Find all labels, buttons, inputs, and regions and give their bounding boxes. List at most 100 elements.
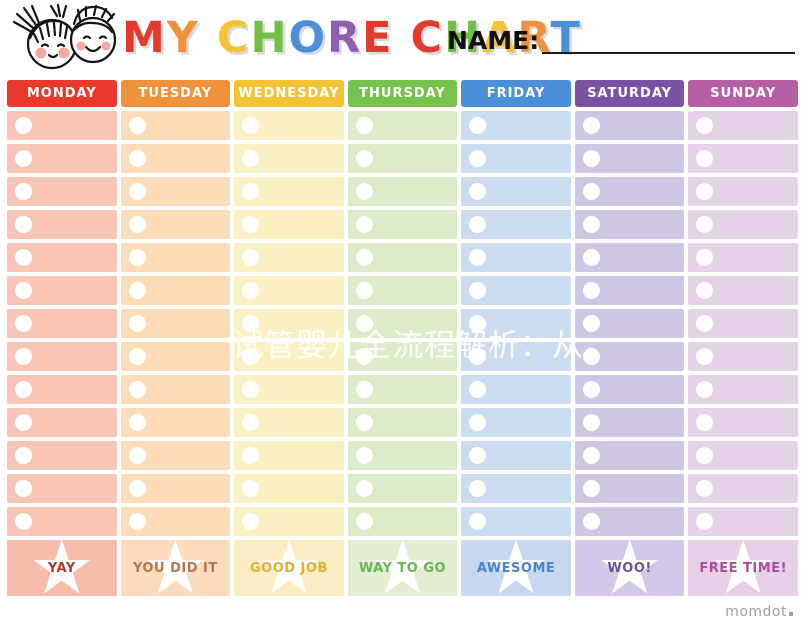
- brand-dot-icon: [789, 612, 793, 616]
- chore-checkbox-circle[interactable]: [15, 414, 32, 431]
- chore-checkbox-circle[interactable]: [469, 183, 487, 200]
- chore-checkbox-circle[interactable]: [15, 381, 32, 398]
- chore-checkbox-circle[interactable]: [469, 282, 487, 299]
- chore-cell-thursday-row2: [347, 144, 458, 173]
- chore-checkbox-circle[interactable]: [469, 150, 487, 167]
- chore-checkbox-circle[interactable]: [469, 348, 487, 365]
- chore-checkbox-circle[interactable]: [355, 414, 373, 431]
- chore-checkbox-circle[interactable]: [696, 282, 714, 299]
- chore-checkbox-circle[interactable]: [128, 480, 146, 497]
- chore-checkbox-circle[interactable]: [355, 183, 373, 200]
- chore-checkbox-circle[interactable]: [582, 348, 600, 365]
- chore-checkbox-circle[interactable]: [582, 414, 600, 431]
- chore-checkbox-circle[interactable]: [696, 513, 714, 530]
- name-input-line[interactable]: [542, 30, 795, 54]
- chore-checkbox-circle[interactable]: [15, 117, 32, 134]
- chore-checkbox-circle[interactable]: [242, 117, 260, 134]
- chore-checkbox-circle[interactable]: [582, 513, 600, 530]
- reward-cell-sunday: ★ FREE TIME!: [688, 540, 798, 596]
- chore-checkbox-circle[interactable]: [15, 282, 32, 299]
- chore-checkbox-circle[interactable]: [128, 414, 146, 431]
- chore-checkbox-circle[interactable]: [469, 480, 487, 497]
- chore-checkbox-circle[interactable]: [128, 183, 146, 200]
- chore-checkbox-circle[interactable]: [582, 381, 600, 398]
- chore-checkbox-circle[interactable]: [242, 447, 260, 464]
- chore-checkbox-circle[interactable]: [128, 513, 146, 530]
- chore-checkbox-circle[interactable]: [242, 183, 260, 200]
- reward-label: AWESOME: [476, 560, 556, 576]
- chore-checkbox-circle[interactable]: [355, 480, 373, 497]
- chore-checkbox-circle[interactable]: [128, 381, 146, 398]
- chore-checkbox-circle[interactable]: [469, 117, 487, 134]
- chore-checkbox-circle[interactable]: [242, 414, 260, 431]
- chore-checkbox-circle[interactable]: [582, 480, 600, 497]
- chore-checkbox-circle[interactable]: [242, 348, 260, 365]
- chore-checkbox-circle[interactable]: [15, 513, 32, 530]
- chore-checkbox-circle[interactable]: [696, 216, 714, 233]
- chore-checkbox-circle[interactable]: [469, 381, 487, 398]
- chore-checkbox-circle[interactable]: [696, 249, 714, 266]
- chore-checkbox-circle[interactable]: [242, 216, 260, 233]
- chore-checkbox-circle[interactable]: [582, 282, 600, 299]
- day-header-wednesday: WEDNESDAY: [234, 80, 344, 107]
- chore-checkbox-circle[interactable]: [128, 315, 146, 332]
- chore-checkbox-circle[interactable]: [696, 183, 714, 200]
- chore-checkbox-circle[interactable]: [582, 183, 600, 200]
- chore-checkbox-circle[interactable]: [469, 513, 487, 530]
- chore-checkbox-circle[interactable]: [469, 315, 487, 332]
- chore-checkbox-circle[interactable]: [355, 216, 373, 233]
- chore-checkbox-circle[interactable]: [469, 447, 487, 464]
- chore-checkbox-circle[interactable]: [582, 249, 600, 266]
- chore-checkbox-circle[interactable]: [15, 249, 32, 266]
- chore-checkbox-circle[interactable]: [696, 348, 714, 365]
- chore-checkbox-circle[interactable]: [15, 315, 32, 332]
- chore-cell-friday-row7: [461, 309, 571, 338]
- chore-checkbox-circle[interactable]: [128, 282, 146, 299]
- chore-checkbox-circle[interactable]: [582, 216, 600, 233]
- chore-checkbox-circle[interactable]: [355, 348, 373, 365]
- chore-checkbox-circle[interactable]: [242, 150, 260, 167]
- title-letter: A: [482, 13, 518, 63]
- chore-checkbox-circle[interactable]: [469, 249, 487, 266]
- chore-checkbox-circle[interactable]: [469, 216, 487, 233]
- chore-checkbox-circle[interactable]: [15, 348, 32, 365]
- chore-checkbox-circle[interactable]: [15, 183, 32, 200]
- chore-checkbox-circle[interactable]: [355, 150, 373, 167]
- chore-checkbox-circle[interactable]: [15, 480, 32, 497]
- chore-checkbox-circle[interactable]: [15, 447, 32, 464]
- chore-checkbox-circle[interactable]: [242, 249, 260, 266]
- chore-checkbox-circle[interactable]: [242, 282, 260, 299]
- chore-checkbox-circle[interactable]: [355, 282, 373, 299]
- chore-checkbox-circle[interactable]: [696, 150, 714, 167]
- chore-checkbox-circle[interactable]: [128, 117, 146, 134]
- chore-checkbox-circle[interactable]: [355, 117, 373, 134]
- chore-checkbox-circle[interactable]: [582, 447, 600, 464]
- chore-checkbox-circle[interactable]: [128, 216, 146, 233]
- chore-checkbox-circle[interactable]: [242, 381, 260, 398]
- chore-checkbox-circle[interactable]: [582, 315, 600, 332]
- chore-checkbox-circle[interactable]: [355, 315, 373, 332]
- chore-checkbox-circle[interactable]: [128, 150, 146, 167]
- chore-checkbox-circle[interactable]: [582, 150, 600, 167]
- chore-checkbox-circle[interactable]: [355, 249, 373, 266]
- chore-checkbox-circle[interactable]: [15, 216, 32, 233]
- chore-checkbox-circle[interactable]: [355, 447, 373, 464]
- chore-checkbox-circle[interactable]: [128, 348, 146, 365]
- chore-checkbox-circle[interactable]: [355, 381, 373, 398]
- chore-checkbox-circle[interactable]: [469, 414, 487, 431]
- chore-checkbox-circle[interactable]: [242, 315, 260, 332]
- chore-checkbox-circle[interactable]: [696, 447, 714, 464]
- chore-checkbox-circle[interactable]: [696, 480, 714, 497]
- chore-cell-monday-row8: [7, 342, 117, 371]
- chore-checkbox-circle[interactable]: [15, 150, 32, 167]
- chore-checkbox-circle[interactable]: [242, 513, 260, 530]
- chore-checkbox-circle[interactable]: [242, 480, 260, 497]
- chore-checkbox-circle[interactable]: [128, 249, 146, 266]
- chore-checkbox-circle[interactable]: [696, 381, 714, 398]
- chore-checkbox-circle[interactable]: [128, 447, 146, 464]
- chore-checkbox-circle[interactable]: [696, 414, 714, 431]
- chore-checkbox-circle[interactable]: [696, 117, 714, 134]
- chore-checkbox-circle[interactable]: [582, 117, 600, 134]
- chore-checkbox-circle[interactable]: [355, 513, 373, 530]
- chore-checkbox-circle[interactable]: [696, 315, 714, 332]
